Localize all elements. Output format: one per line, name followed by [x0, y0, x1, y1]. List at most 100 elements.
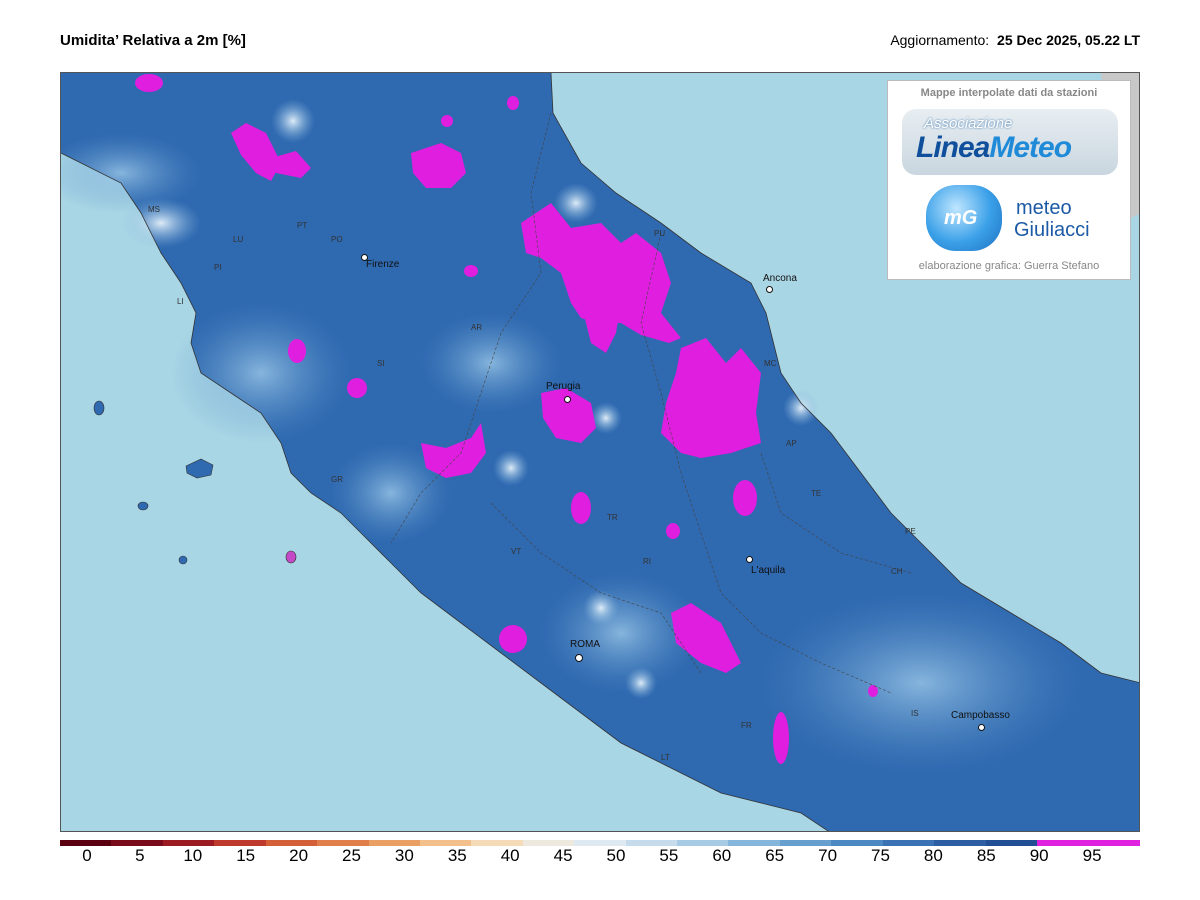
saturated-area — [671, 603, 741, 673]
legend-tick-label: 45 — [553, 846, 573, 865]
province-label: CH — [891, 567, 903, 576]
legend-swatch — [882, 840, 935, 846]
province-label: AP — [786, 439, 797, 448]
legend-tick-label: 0 — [82, 846, 92, 865]
legend-ticks: 0 5 10 15 20 25 30 35 40 45 50 55 60 65 70 75 80 85 90 95 — [60, 846, 1140, 868]
region-border — [490, 502, 702, 674]
saturated-area — [571, 492, 591, 524]
legend-swatch — [728, 840, 780, 846]
province-label: TE — [811, 489, 822, 498]
legend-tick-label: 20 — [289, 846, 309, 865]
city-marker — [575, 654, 583, 662]
legend-swatch — [368, 840, 420, 846]
legend-tick-label: 15 — [236, 846, 256, 865]
province-label: PI — [214, 263, 222, 272]
low-humidity-spot — [271, 99, 315, 143]
low-humidity-spot — [783, 390, 819, 426]
legend-swatch — [934, 840, 986, 846]
city-label: L'aquila — [751, 565, 786, 576]
credits-heading: Mappe interpolate dati da stazioni — [920, 87, 1098, 99]
province-label: FR — [741, 721, 752, 730]
legend-tick-label: 60 — [712, 846, 732, 865]
legend-swatch — [522, 840, 575, 846]
low-humidity-spot — [625, 667, 657, 699]
region-border — [760, 452, 912, 574]
map-title: Umidita’ Relativa a 2m [%] — [60, 32, 246, 49]
city-marker — [746, 556, 753, 563]
legend-swatch — [985, 840, 1038, 846]
humidity-patch — [61, 133, 201, 213]
saturated-area — [271, 151, 311, 178]
saturated-area — [411, 143, 466, 188]
legend-tick-label: 30 — [394, 846, 414, 865]
province-label: LU — [233, 235, 244, 244]
saturated-area — [666, 523, 680, 539]
city-marker — [766, 286, 773, 293]
update-timestamp: Aggiornamento: 25 Dec 2025, 05.22 LT — [890, 32, 1140, 48]
legend-tick-label: 95 — [1082, 846, 1102, 865]
province-label: PE — [905, 527, 916, 536]
city-label: Perugia — [546, 381, 581, 392]
city-marker — [564, 396, 571, 403]
province-label: LI — [177, 297, 184, 306]
legend-tick-label: 25 — [342, 846, 361, 865]
legend-tick-label: 80 — [923, 846, 943, 865]
saturated-area — [521, 203, 681, 343]
island — [93, 400, 105, 416]
saturated-area — [507, 96, 519, 110]
mg-letters: mG — [944, 207, 978, 229]
update-label: Aggiornamento: — [890, 32, 990, 48]
credits-footer: elaborazione grafica: Guerra Stefano — [918, 260, 1100, 272]
legend-tick-label: 5 — [135, 846, 145, 865]
saturated-area — [135, 74, 163, 92]
map-canvas — [61, 73, 1139, 831]
city-marker — [978, 724, 985, 731]
saturated-area — [773, 712, 789, 764]
saturated-area — [288, 339, 306, 363]
meteogiuliacci-logo-icon: mG — [926, 185, 1002, 251]
province-label: VT — [511, 547, 522, 556]
legend-tick-label: 35 — [447, 846, 467, 865]
legend-swatch — [471, 840, 523, 846]
humidity-patch — [541, 573, 701, 693]
province-label: TR — [607, 513, 618, 522]
province-label: GR — [331, 475, 343, 484]
lineameteo-logo-small: Associazione — [924, 115, 1013, 132]
legend-tick-label: 65 — [765, 846, 785, 865]
province-label: PU — [654, 229, 666, 238]
legend-tick-label: 50 — [606, 846, 626, 865]
legend-tick-label: 70 — [818, 846, 838, 865]
island — [178, 555, 188, 565]
legend-swatch — [574, 840, 626, 846]
city-marker — [361, 254, 368, 261]
city-label: Ancona — [763, 273, 797, 284]
low-humidity-spot — [590, 402, 622, 434]
coastline — [61, 152, 829, 831]
humidity-map: Firenze Ancona Perugia L'aquila ROMA Cam… — [60, 72, 1140, 832]
province-label: LT — [661, 753, 670, 762]
humidity-patch — [761, 593, 1081, 773]
legend-swatch — [625, 840, 678, 846]
province-label: AR — [471, 323, 483, 332]
coastline — [550, 73, 1139, 683]
legend-swatch — [419, 840, 472, 846]
city-label: ROMA — [570, 639, 600, 650]
low-humidity-spot — [121, 198, 201, 248]
legend-tick-label: 10 — [183, 846, 203, 865]
legend-swatch — [265, 840, 318, 846]
saturated-area — [581, 303, 621, 353]
legend-swatch — [831, 840, 883, 846]
meteogiuliacci-text-2: Giuliacci — [1014, 219, 1090, 241]
humidity-patch — [171, 303, 351, 443]
legend-swatch — [111, 840, 163, 846]
legend-tick-label: 75 — [871, 846, 890, 865]
province-label: RI — [643, 557, 651, 566]
low-humidity-spot — [583, 590, 619, 626]
province-label: IS — [911, 709, 919, 718]
low-humidity-spot — [554, 183, 598, 223]
update-value: 25 Dec 2025, 05.22 LT — [997, 32, 1140, 48]
legend-swatch — [677, 840, 729, 846]
saturated-area — [441, 115, 453, 127]
region-borders — [390, 112, 912, 694]
city-label: Firenze — [366, 259, 400, 270]
